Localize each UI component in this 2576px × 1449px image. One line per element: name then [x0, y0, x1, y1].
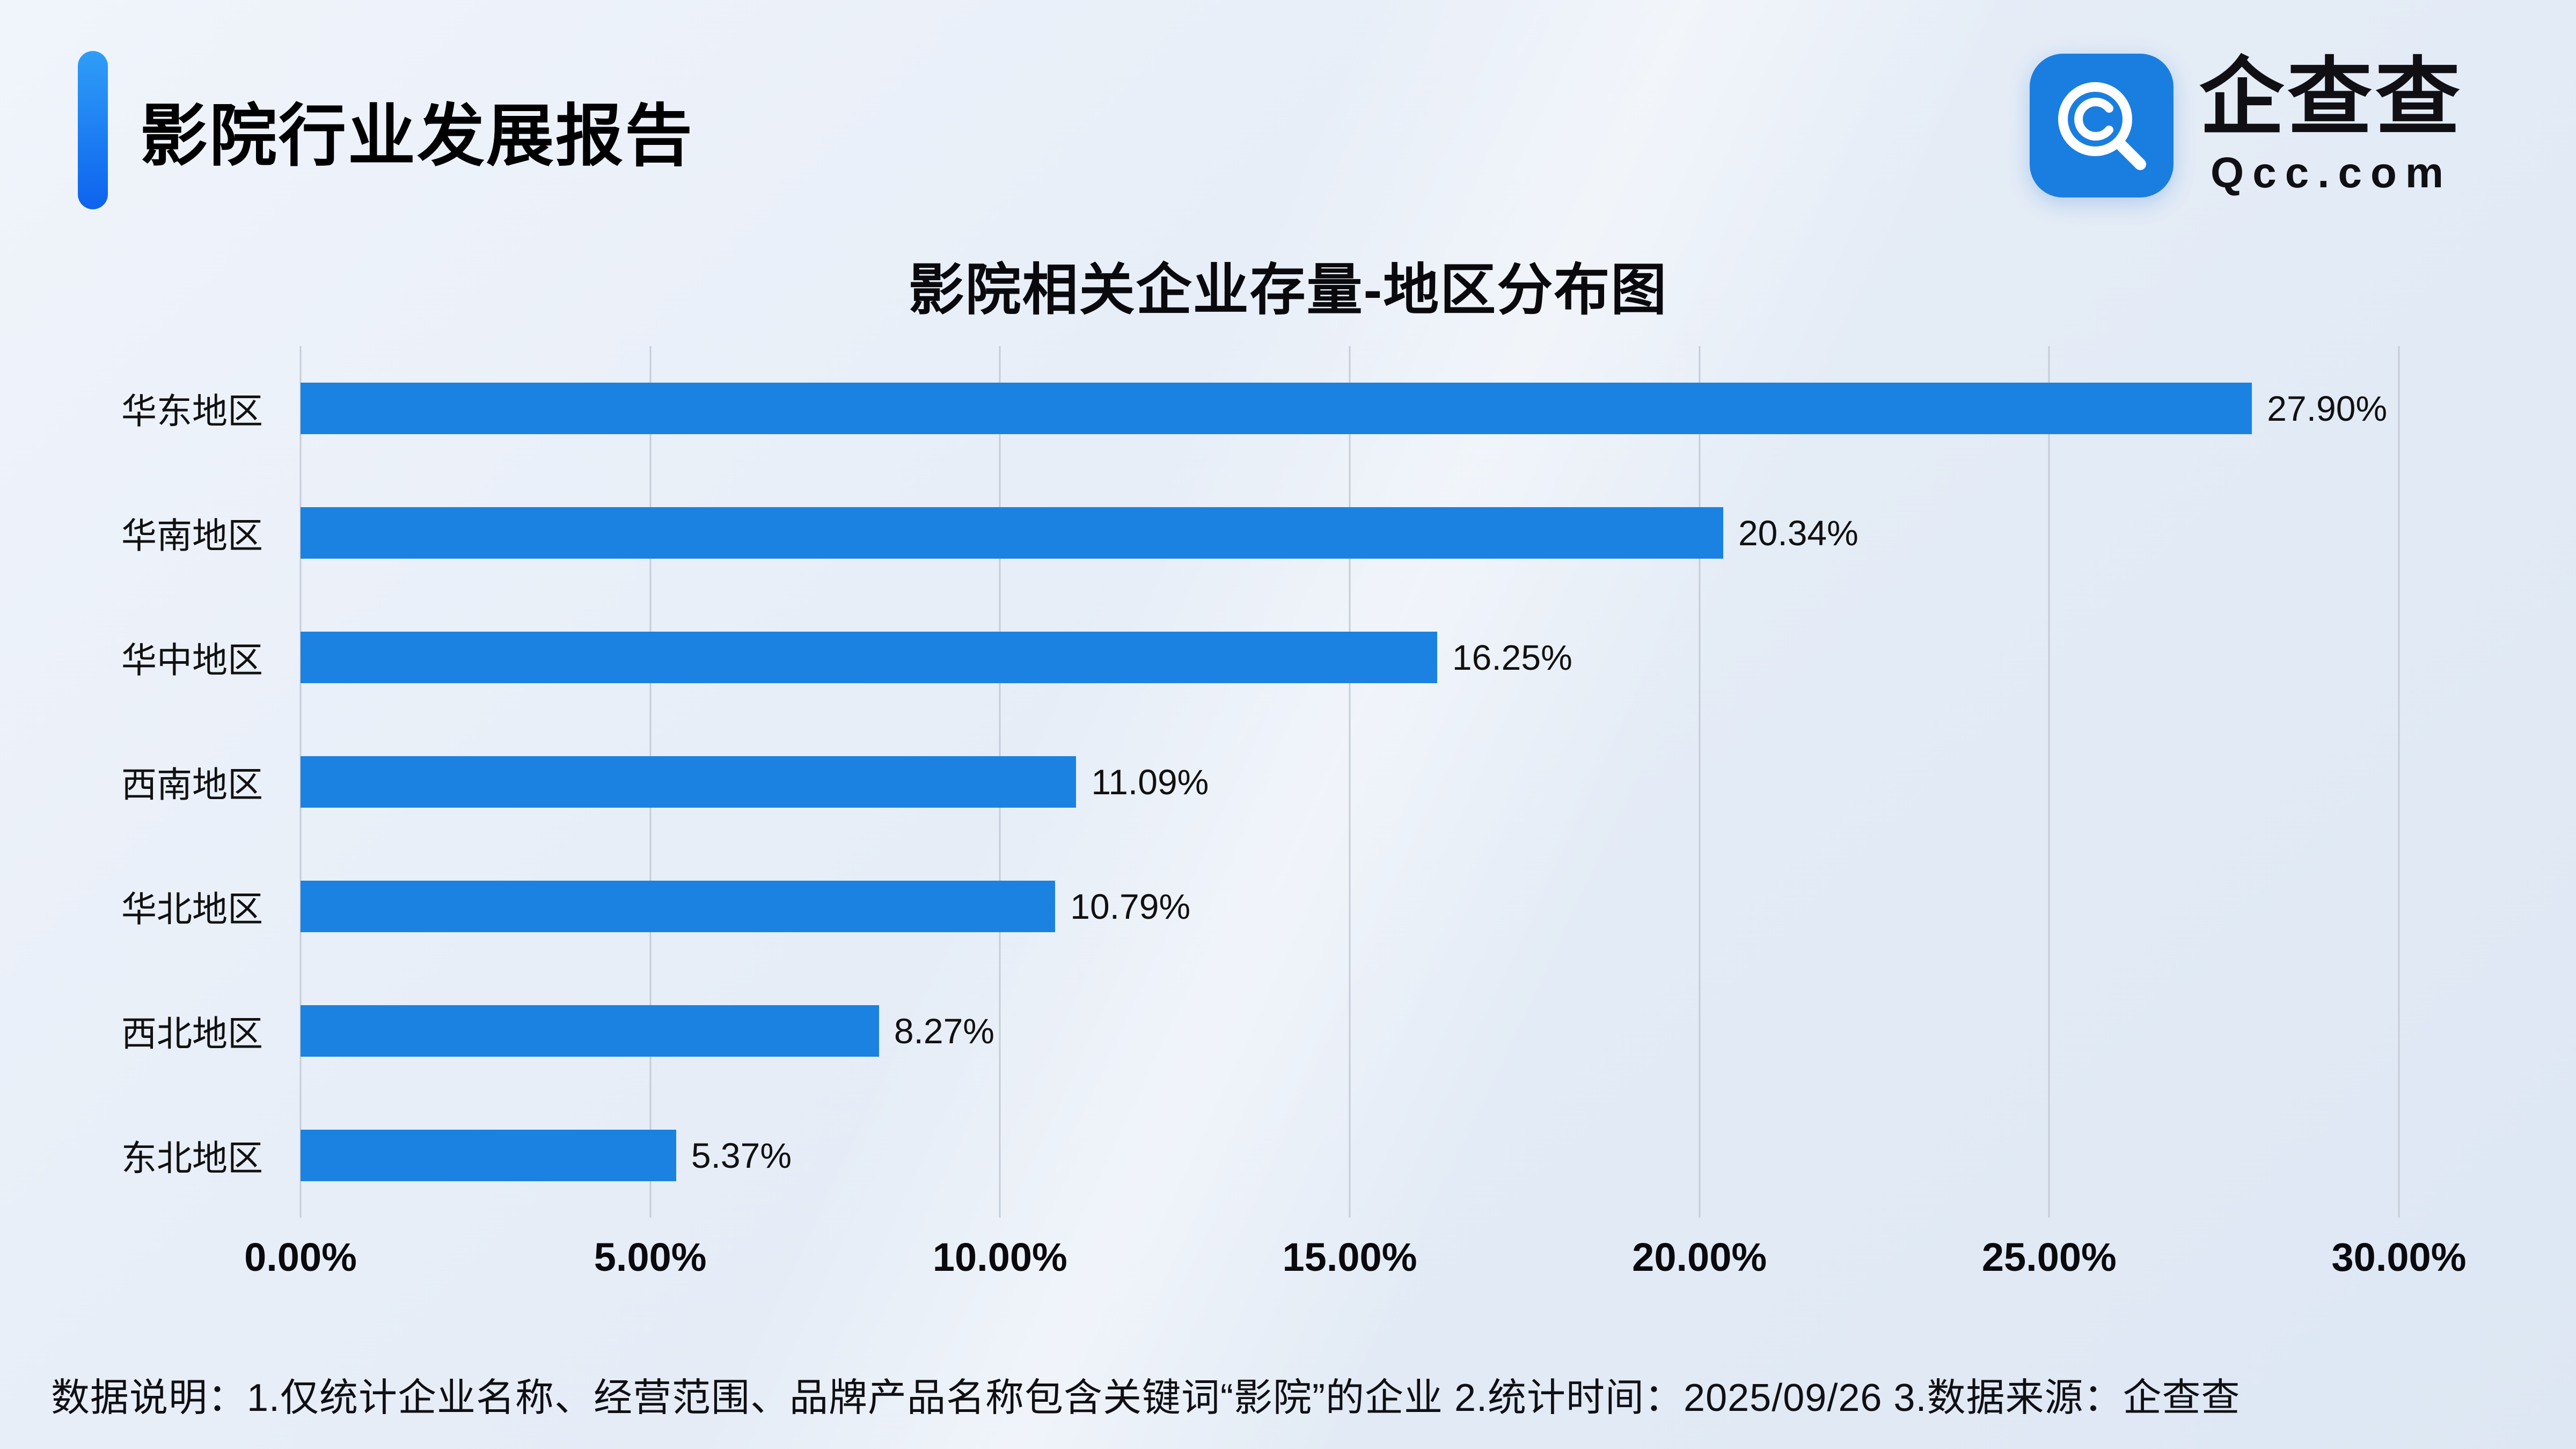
- x-tick: 10.00%: [932, 1235, 1067, 1279]
- footer-note: 数据说明：1.仅统计企业名称、经营范围、品牌产品名称包含关键词“影院”的企业 2…: [51, 1377, 2241, 1419]
- value-label: 20.34%: [1738, 513, 1858, 553]
- qcc-logo: 企查查 Qcc.com: [2030, 50, 2463, 197]
- report-header: 影院行业发展报告: [78, 51, 694, 209]
- qcc-logo-icon: [2030, 54, 2174, 197]
- logo-brand-text: 企查查: [2199, 50, 2463, 145]
- bar-chart: 华东地区 27.90% 华南地区 20.34% 华中地区 16.25% 西南地区 11.09%…: [48, 346, 2400, 1218]
- bar: [301, 632, 1437, 683]
- magnifier-icon: [2058, 82, 2146, 170]
- gridline: [2398, 346, 2400, 1218]
- category-label: 西南地区: [121, 765, 263, 804]
- bar-row: 东北地区 5.37%: [48, 1093, 2399, 1218]
- bar-track: 20.34%: [301, 507, 2399, 559]
- x-tick: 0.00%: [244, 1235, 357, 1279]
- value-label: 10.79%: [1070, 887, 1191, 926]
- bar-rows: 华东地区 27.90% 华南地区 20.34% 华中地区 16.25% 西南地区 11.09%…: [48, 346, 2399, 1218]
- value-label: 8.27%: [894, 1011, 994, 1051]
- category-label: 华中地区: [121, 640, 263, 680]
- bar-row: 华南地区 20.34%: [48, 471, 2399, 595]
- category-label: 东北地区: [121, 1138, 263, 1178]
- bar-track: 8.27%: [301, 1005, 2399, 1057]
- bar-track: 11.09%: [301, 756, 2399, 808]
- bar-track: 5.37%: [301, 1130, 2399, 1181]
- x-tick: 20.00%: [1632, 1235, 1767, 1279]
- logo-domain-text: Qcc.com: [2211, 148, 2452, 196]
- logo-text: 企查查 Qcc.com: [2199, 50, 2463, 197]
- value-label: 16.25%: [1452, 638, 1572, 677]
- x-axis-ticks: 0.00% 5.00% 10.00% 15.00% 20.00% 25.00% 30.00%: [244, 1234, 2466, 1288]
- gridline: [1699, 346, 1701, 1218]
- chart-title: 影院相关企业存量-地区分布图: [908, 259, 1668, 321]
- x-tick: 25.00%: [1981, 1235, 2117, 1279]
- category-label: 西北地区: [121, 1014, 263, 1053]
- bar: [301, 1005, 879, 1057]
- bar-row: 华中地区 16.25%: [48, 595, 2399, 720]
- bar-row: 西南地区 11.09%: [48, 720, 2399, 844]
- value-label: 11.09%: [1091, 762, 1209, 802]
- bar: [301, 1130, 676, 1181]
- x-tick: 15.00%: [1282, 1235, 1417, 1279]
- page-title: 影院行业发展报告: [140, 98, 694, 174]
- x-tick: 5.00%: [594, 1235, 707, 1279]
- gridline: [2048, 346, 2050, 1218]
- bar: [301, 756, 1077, 808]
- accent-bar: [78, 51, 108, 209]
- bar-row: 华东地区 27.90%: [48, 346, 2399, 471]
- category-label: 华北地区: [121, 889, 263, 929]
- bar-row: 华北地区 10.79%: [48, 844, 2399, 969]
- bar: [301, 881, 1056, 932]
- bar: [301, 383, 2252, 434]
- bar-track: 10.79%: [301, 881, 2399, 932]
- value-label: 5.37%: [691, 1136, 792, 1175]
- x-tick: 30.00%: [2331, 1235, 2467, 1279]
- gridline: [1349, 346, 1351, 1218]
- bar: [301, 507, 1723, 559]
- category-label: 华东地区: [121, 391, 263, 431]
- bar-track: 27.90%: [301, 383, 2399, 434]
- category-label: 华南地区: [121, 516, 263, 555]
- value-label: 27.90%: [2267, 389, 2388, 428]
- bar-track: 16.25%: [301, 632, 2399, 683]
- bar-row: 西北地区 8.27%: [48, 969, 2399, 1093]
